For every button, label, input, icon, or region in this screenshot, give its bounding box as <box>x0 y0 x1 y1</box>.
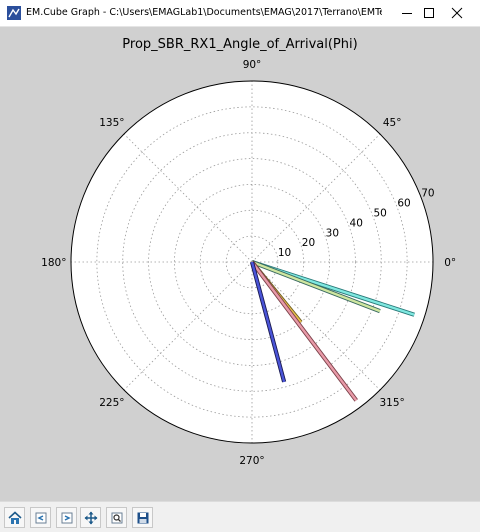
radial-tick-label: 70 <box>421 188 434 200</box>
forward-button[interactable] <box>56 507 77 528</box>
zoom-icon <box>111 512 122 523</box>
app-icon <box>7 6 21 20</box>
radial-tick-label: 50 <box>373 208 386 220</box>
angle-tick-label: 180° <box>41 257 66 269</box>
angle-tick-label: 270° <box>239 455 264 467</box>
close-icon <box>451 7 463 19</box>
forward-arrow-icon <box>61 512 72 523</box>
navigation-toolbar <box>0 501 480 532</box>
floppy-disk-icon <box>137 512 148 523</box>
home-icon <box>7 510 22 524</box>
radial-tick-label: 60 <box>397 198 410 210</box>
angle-tick-label: 0° <box>444 257 456 269</box>
radial-gridline <box>225 235 279 289</box>
minimize-icon <box>402 13 412 14</box>
radial-gridline <box>199 209 305 315</box>
arrival-ray <box>251 260 381 313</box>
home-button[interactable] <box>4 507 25 528</box>
window-titlebar: EM.Cube Graph - C:\Users\EMAGLab1\Docume… <box>0 0 480 27</box>
move-arrows-icon <box>84 511 97 524</box>
angle-tick-label: 90° <box>243 59 262 71</box>
radial-gridline <box>96 106 408 418</box>
maximize-button[interactable] <box>406 0 452 26</box>
arrival-ray <box>251 261 358 402</box>
arrival-ray <box>250 261 286 383</box>
radial-tick-label: 20 <box>302 237 315 249</box>
close-button[interactable] <box>434 0 480 26</box>
back-button[interactable] <box>30 507 51 528</box>
zoom-button[interactable] <box>106 507 127 528</box>
radial-gridline <box>148 158 356 366</box>
radial-gridline <box>122 132 382 392</box>
plot-title: Prop_SBR_RX1_Angle_of_Arrival(Phi) <box>122 37 358 52</box>
window-title: EM.Cube Graph - C:\Users\EMAGLab1\Docume… <box>26 7 382 18</box>
radial-gridline <box>174 184 330 340</box>
minimize-button[interactable] <box>384 0 430 26</box>
angle-tick-label: 315° <box>379 397 404 409</box>
polar-outer-ring <box>70 80 434 444</box>
angle-tick-label: 225° <box>99 397 124 409</box>
save-button[interactable] <box>132 507 153 528</box>
angle-tick-label: 135° <box>99 117 124 129</box>
angle-tick-label: 45° <box>383 117 402 129</box>
back-arrow-icon <box>35 512 46 523</box>
maximize-icon <box>424 8 434 18</box>
radial-tick-label: 40 <box>350 217 363 229</box>
radial-tick-label: 10 <box>278 247 291 259</box>
radial-tick-label: 30 <box>326 227 339 239</box>
pan-button[interactable] <box>80 507 101 528</box>
